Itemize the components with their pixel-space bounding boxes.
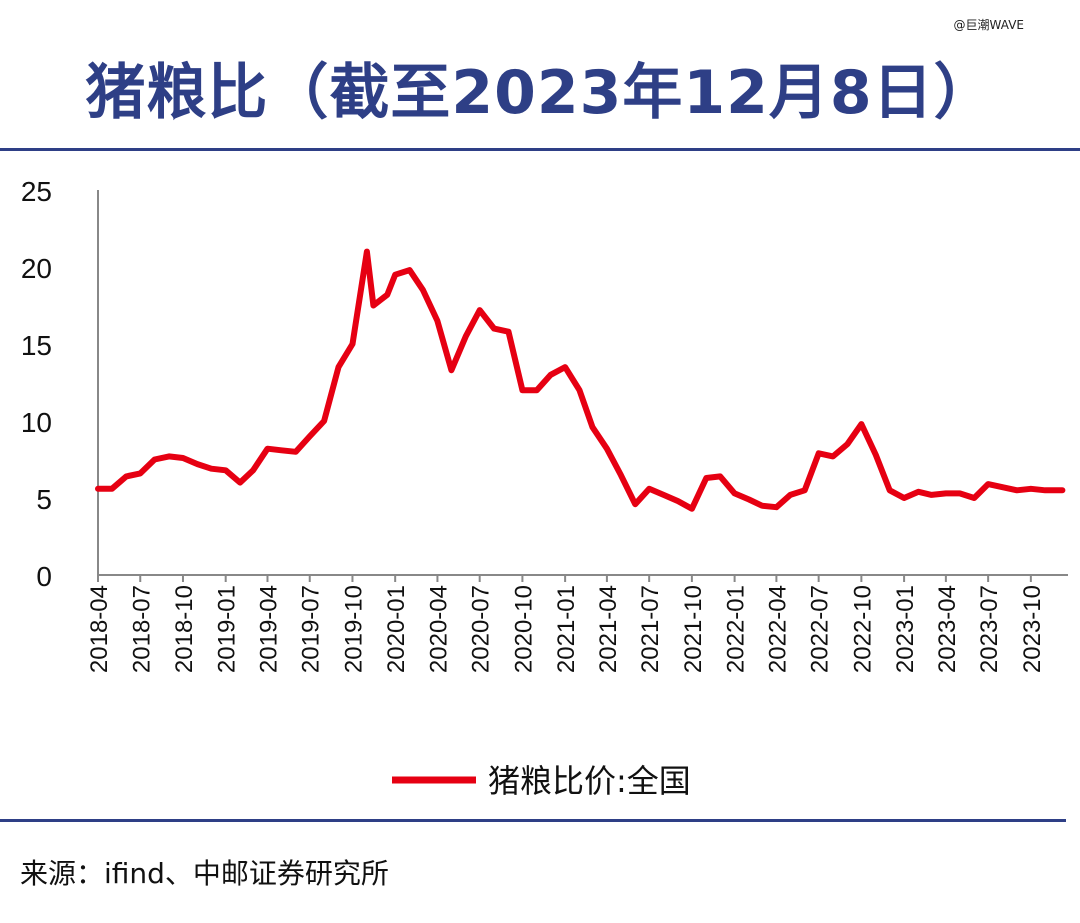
x-tick-label: 2022-10 [849,585,876,673]
source-note: 来源：ifind、中邮证券研究所 [20,857,389,890]
x-tick-label: 2020-10 [510,585,537,673]
x-tick-label: 2021-04 [595,585,622,673]
x-tick-label: 2019-07 [298,585,325,673]
x-tick-label: 2022-07 [807,585,834,673]
x-tick-label: 2021-10 [680,585,707,673]
x-tick-label: 2020-04 [425,585,452,673]
y-tick-label: 25 [21,176,52,207]
x-tick-label: 2021-01 [553,585,580,673]
chart-title: 猪粮比（截至2023年12月8日） [85,58,995,128]
x-tick-label: 2021-07 [637,585,664,673]
series-line [95,248,1066,512]
x-tick-label: 2018-04 [86,585,113,673]
x-tick-label: 2023-07 [976,585,1003,673]
x-tick-label: 2019-04 [255,585,282,673]
y-tick-label: 10 [21,407,52,438]
y-tick-label: 0 [36,561,52,592]
x-tick-label: 2023-04 [934,585,961,673]
x-tick-label: 2019-01 [214,585,241,673]
x-tick-label: 2019-10 [340,585,367,673]
watermark: @巨潮WAVE [953,18,1024,32]
legend-label: 猪粮比价:全国 [488,762,691,800]
y-tick-label: 5 [36,484,52,515]
x-tick-label: 2018-10 [171,585,198,673]
y-tick-label: 20 [21,253,52,284]
x-tick-label: 2022-04 [764,585,791,673]
x-tick-label: 2022-01 [723,585,750,673]
x-tick-label: 2018-07 [128,585,155,673]
title-divider [0,148,1080,151]
x-tick-label: 2020-01 [383,585,410,673]
x-tick-label: 2020-07 [468,585,495,673]
x-tick-label: 2023-01 [892,585,919,673]
footer-divider [0,819,1066,822]
y-tick-label: 15 [21,330,52,361]
x-tick-label: 2023-10 [1019,585,1046,673]
